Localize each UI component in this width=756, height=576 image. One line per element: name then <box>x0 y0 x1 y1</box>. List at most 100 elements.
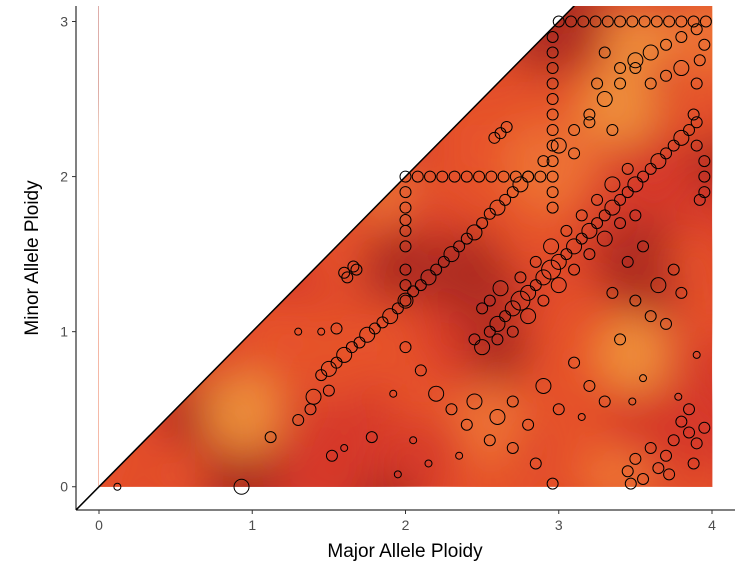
data-point <box>621 162 634 175</box>
x-tick-label: 3 <box>555 517 563 533</box>
data-point <box>393 470 402 479</box>
data-point <box>546 31 559 44</box>
data-point <box>698 155 711 168</box>
data-point <box>455 451 464 460</box>
data-point <box>604 199 621 216</box>
data-point <box>399 224 412 237</box>
data-point <box>581 222 598 239</box>
data-point <box>621 465 634 478</box>
data-point <box>627 52 644 69</box>
data-point <box>489 199 506 216</box>
data-point <box>550 137 567 154</box>
data-point <box>683 426 696 439</box>
data-point <box>604 176 621 193</box>
data-point <box>650 153 667 170</box>
data-point <box>460 170 473 183</box>
data-point <box>687 108 700 121</box>
data-point <box>675 31 688 44</box>
data-point <box>448 170 461 183</box>
data-point <box>566 238 583 255</box>
data-point <box>663 468 676 481</box>
data-point <box>660 69 673 82</box>
data-point <box>614 217 627 230</box>
data-point <box>336 346 353 363</box>
data-point <box>382 308 399 325</box>
data-point <box>560 224 573 237</box>
data-point <box>690 77 703 90</box>
data-point <box>494 127 507 140</box>
data-point <box>534 170 547 183</box>
data-point <box>552 403 565 416</box>
data-point <box>550 277 567 294</box>
data-point <box>690 437 703 450</box>
data-point <box>414 364 427 377</box>
data-point <box>522 170 535 183</box>
x-tick-label: 4 <box>708 517 716 533</box>
data-point <box>699 15 712 28</box>
density-background <box>98 6 713 487</box>
data-point <box>399 279 412 292</box>
points-layer <box>113 15 712 495</box>
y-tick-label: 0 <box>60 479 68 495</box>
data-point <box>359 326 376 343</box>
data-point <box>698 170 711 183</box>
data-point <box>420 269 437 286</box>
data-point <box>529 255 542 268</box>
data-point <box>675 415 688 428</box>
data-point <box>639 374 648 383</box>
data-point <box>350 263 363 276</box>
data-point <box>628 397 637 406</box>
data-point <box>627 176 644 193</box>
data-point <box>644 310 657 323</box>
data-point <box>568 124 581 137</box>
data-point <box>629 294 642 307</box>
data-point <box>504 300 521 317</box>
data-point <box>596 91 613 108</box>
data-point <box>535 377 552 394</box>
data-point <box>522 418 535 431</box>
data-point <box>399 263 412 276</box>
data-point <box>589 15 602 28</box>
data-point <box>629 452 642 465</box>
data-point <box>601 15 614 28</box>
data-point <box>591 217 604 230</box>
data-point <box>485 170 498 183</box>
data-point <box>698 421 711 434</box>
x-tick-label: 2 <box>402 517 410 533</box>
data-point <box>546 124 559 137</box>
data-point <box>598 395 611 408</box>
data-point <box>497 170 510 183</box>
data-point <box>591 77 604 90</box>
data-point <box>675 15 688 28</box>
data-point <box>546 62 559 75</box>
data-point <box>614 62 627 75</box>
x-axis-title: Major Allele Ploidy <box>327 541 483 562</box>
data-point <box>693 193 706 206</box>
data-point <box>264 431 277 444</box>
data-point <box>546 201 559 214</box>
data-point <box>520 284 537 301</box>
data-point <box>546 139 559 152</box>
data-point <box>690 139 703 152</box>
data-point <box>506 441 519 454</box>
data-point <box>546 155 559 168</box>
data-point <box>489 315 506 332</box>
data-point <box>577 15 590 28</box>
data-point <box>445 403 458 416</box>
data-point <box>509 170 522 183</box>
data-point <box>644 77 657 90</box>
data-point <box>399 294 412 307</box>
data-point <box>596 230 613 247</box>
data-point <box>543 238 560 255</box>
plot-panel <box>76 6 713 510</box>
data-point <box>674 392 683 401</box>
data-point <box>537 155 550 168</box>
data-point <box>552 15 565 28</box>
data-point <box>637 472 650 485</box>
data-point <box>690 116 703 129</box>
data-point <box>512 176 529 193</box>
y-axis-ticks: 0 1 2 3 <box>60 14 76 495</box>
data-point <box>483 294 496 307</box>
data-point <box>466 393 483 410</box>
data-point <box>365 431 378 444</box>
